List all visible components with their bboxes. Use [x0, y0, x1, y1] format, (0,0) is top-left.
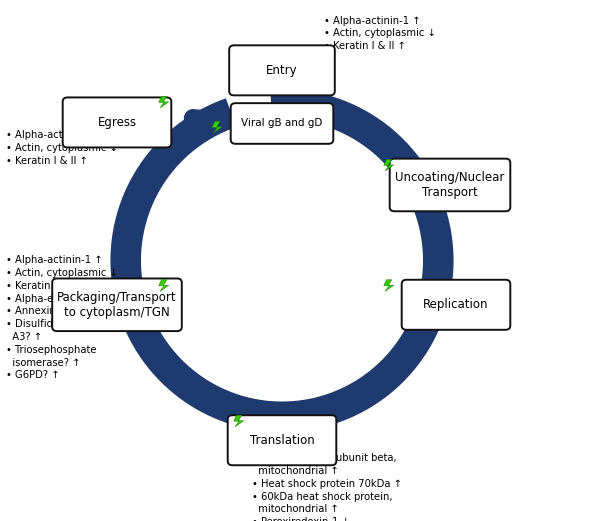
Text: Replication: Replication — [423, 299, 489, 311]
FancyBboxPatch shape — [63, 97, 172, 147]
Text: Egress: Egress — [97, 116, 137, 129]
FancyBboxPatch shape — [402, 280, 510, 330]
FancyBboxPatch shape — [227, 415, 337, 465]
Text: • Alpha-actinin-1 ↑
• Actin, cytoplasmic ↓
• Keratin I & II ↑: • Alpha-actinin-1 ↑ • Actin, cytoplasmic… — [6, 130, 118, 166]
Text: Entry: Entry — [266, 64, 298, 77]
Polygon shape — [384, 280, 394, 291]
Text: Uncoating/Nuclear
Transport: Uncoating/Nuclear Transport — [395, 171, 505, 199]
Text: • ATP synthase subunit beta,
  mitochondrial ↑
• Heat shock protein 70kDa ↑
• 60: • ATP synthase subunit beta, mitochondri… — [252, 453, 402, 521]
Polygon shape — [384, 159, 394, 171]
FancyBboxPatch shape — [390, 158, 510, 212]
Text: Translation: Translation — [250, 434, 314, 446]
Text: • Alpha-actinin-1 ↑
• Actin, cytoplasmic ↓
• Keratin I & II ↑: • Alpha-actinin-1 ↑ • Actin, cytoplasmic… — [324, 16, 436, 51]
FancyBboxPatch shape — [230, 103, 334, 144]
FancyBboxPatch shape — [52, 278, 182, 331]
Text: Packaging/Transport
to cytoplasm/TGN: Packaging/Transport to cytoplasm/TGN — [57, 291, 177, 319]
Polygon shape — [212, 121, 222, 133]
Polygon shape — [159, 96, 169, 108]
Text: Viral gB and gD: Viral gB and gD — [241, 118, 323, 129]
FancyBboxPatch shape — [229, 45, 335, 95]
Polygon shape — [159, 280, 169, 291]
Text: • Alpha-actinin-1 ↑
• Actin, cytoplasmic ↓
• Keratin I & II ↑
• Alpha-enolase? ↑: • Alpha-actinin-1 ↑ • Actin, cytoplasmic… — [6, 255, 118, 380]
Polygon shape — [234, 415, 244, 427]
